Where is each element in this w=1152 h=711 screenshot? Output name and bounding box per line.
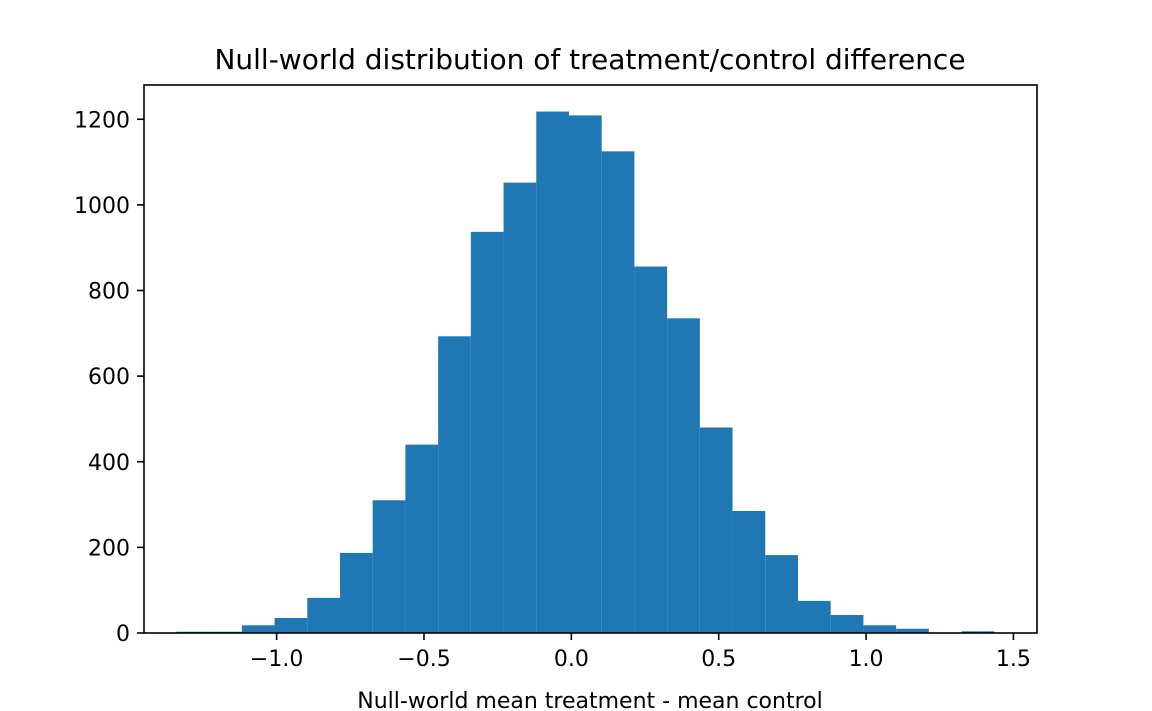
- histogram-bar: [372, 500, 406, 633]
- x-tick-label: −1.0: [250, 647, 303, 672]
- histogram-bar: [568, 115, 602, 634]
- histogram-bar: [765, 555, 798, 633]
- x-axis-label: Null-world mean treatment - mean control: [357, 689, 822, 711]
- x-tick-label: −0.5: [397, 647, 450, 672]
- x-tick-label: 1.5: [996, 647, 1031, 672]
- y-tick-label: 200: [88, 536, 130, 561]
- histogram-bar: [667, 318, 700, 633]
- histogram-bar: [503, 182, 537, 634]
- y-tick-label: 600: [88, 365, 130, 390]
- chart-title: Null-world distribution of treatment/con…: [214, 43, 965, 76]
- histogram-bar: [536, 111, 569, 633]
- histogram-bar: [405, 444, 439, 633]
- histogram-bar: [961, 631, 995, 633]
- histogram-bar: [634, 266, 668, 633]
- histogram-bar: [732, 510, 766, 633]
- histogram-bar: [307, 597, 340, 633]
- x-tick-label: 0.0: [554, 647, 589, 672]
- y-tick-label: 800: [88, 280, 130, 305]
- histogram-bar: [863, 625, 897, 633]
- histogram-bar: [470, 231, 504, 634]
- histogram-bar: [830, 615, 864, 633]
- histogram-bar: [896, 628, 929, 633]
- y-axis: 0 200 400 600 800 1000 1200: [74, 108, 144, 647]
- histogram-bar: [797, 600, 831, 633]
- histogram-bar: [241, 625, 275, 633]
- bars-group: [176, 111, 995, 634]
- histogram-bar: [601, 151, 635, 633]
- x-tick-label: 0.5: [701, 647, 736, 672]
- y-tick-label: 1200: [74, 108, 130, 133]
- plot-frame: [143, 84, 1038, 634]
- histogram-bar: [438, 336, 471, 633]
- histogram-bar: [274, 618, 308, 633]
- y-tick-label: 0: [116, 622, 130, 647]
- histogram-bar: [699, 427, 733, 633]
- y-tick-label: 400: [88, 451, 130, 476]
- x-tick-label: 1.0: [849, 647, 884, 672]
- x-axis: −1.0 −0.5 0.0 0.5 1.0 1.5: [250, 633, 1031, 672]
- y-tick-label: 1000: [74, 194, 130, 219]
- histogram-bar: [339, 552, 373, 633]
